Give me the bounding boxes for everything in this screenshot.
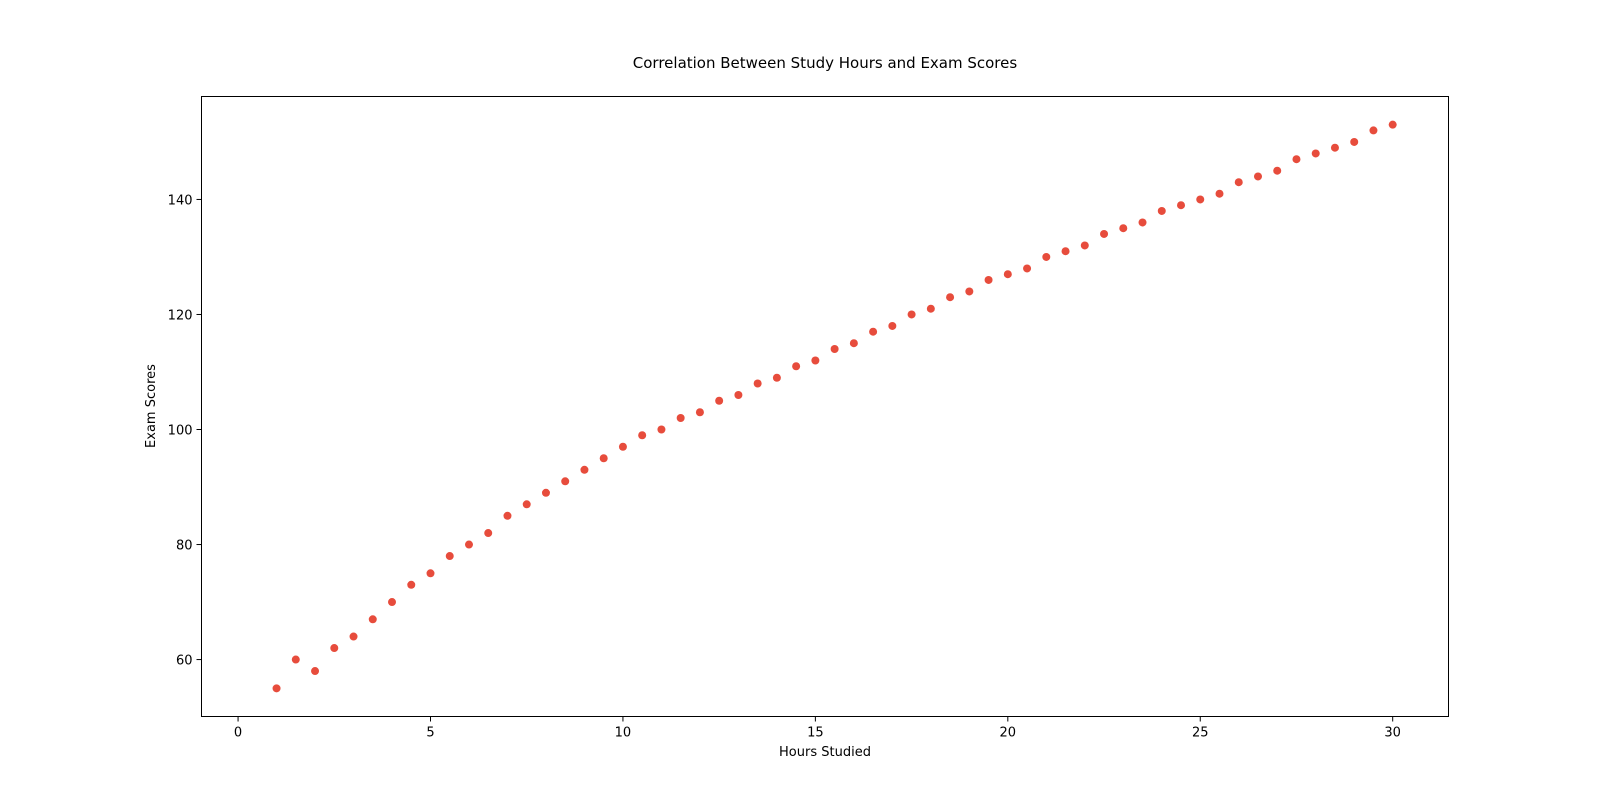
data-point-31 [869,327,878,336]
data-point-11 [484,529,493,538]
data-point-37 [984,275,993,284]
x-tick-label-30: 30 [1384,726,1401,741]
data-point-5 [368,615,377,624]
data-point-29 [830,344,839,353]
data-point-14 [541,488,550,497]
data-point-56 [1350,137,1359,146]
data-point-43 [1100,229,1109,238]
data-point-19 [638,431,647,440]
data-point-2 [311,667,320,676]
data-point-1 [291,655,300,664]
x-axis-ticks: 0 5 10 15 20 25 30 [234,716,1401,741]
x-tick-label-10: 10 [615,726,632,741]
data-point-39 [1023,264,1032,273]
x-axis-label: Hours Studied [779,745,871,760]
data-point-24 [734,391,743,399]
data-point-48 [1196,195,1205,204]
data-point-12 [503,511,512,520]
data-point-55 [1330,143,1339,152]
data-point-35 [946,293,955,302]
data-point-38 [1003,270,1012,279]
x-tick-label-0: 0 [234,726,242,741]
y-tick-label-80: 80 [176,539,193,554]
y-tick-label-60: 60 [176,654,193,669]
data-point-25 [753,379,762,388]
data-point-6 [388,598,397,607]
data-point-52 [1273,166,1282,175]
data-point-13 [522,500,531,509]
plot-area-frame [201,96,1449,717]
data-point-16 [580,465,589,474]
y-tick-label-140: 140 [168,193,193,208]
x-tick-label-15: 15 [807,726,824,741]
data-point-46 [1157,206,1166,215]
data-point-7 [407,580,416,589]
data-point-58 [1388,120,1397,129]
data-point-57 [1369,126,1378,135]
data-point-0 [272,684,281,693]
data-point-53 [1292,155,1301,164]
data-point-54 [1311,149,1320,158]
data-point-20 [657,425,666,434]
data-point-27 [792,362,801,371]
data-point-42 [1080,241,1089,250]
data-point-45 [1138,218,1147,227]
data-point-41 [1061,247,1070,256]
data-point-34 [926,304,935,313]
data-point-36 [965,287,974,296]
data-point-28 [811,356,820,365]
data-point-33 [907,310,916,319]
y-axis-label: Exam Scores [144,364,159,448]
data-point-32 [888,321,897,330]
data-point-21 [676,414,685,422]
data-point-9 [445,552,454,561]
data-point-10 [464,540,473,549]
data-point-49 [1215,189,1224,198]
x-tick-label-25: 25 [1192,726,1209,741]
data-point-50 [1234,178,1243,187]
data-point-40 [1042,252,1051,261]
data-point-30 [849,339,858,348]
data-point-18 [618,442,627,451]
chart-title: Correlation Between Study Hours and Exam… [633,54,1018,72]
data-points [272,120,1397,693]
data-point-4 [349,632,358,641]
x-tick-label-5: 5 [426,726,434,741]
data-point-23 [715,396,724,405]
data-point-3 [330,644,339,653]
y-tick-label-120: 120 [168,308,193,323]
data-point-15 [561,477,570,486]
data-point-22 [695,408,704,417]
data-point-44 [1119,224,1128,233]
y-axis-ticks: 60 80 100 120 140 [168,193,202,669]
data-point-47 [1177,201,1186,210]
data-point-51 [1253,172,1262,181]
data-point-8 [426,569,435,578]
data-point-26 [772,373,781,382]
x-tick-label-20: 20 [1000,726,1017,741]
data-point-17 [599,454,608,463]
y-tick-label-100: 100 [168,424,193,439]
